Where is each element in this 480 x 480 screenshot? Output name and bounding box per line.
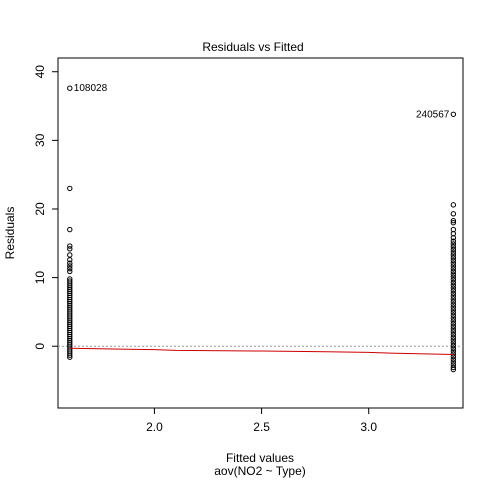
- residual-point: [67, 260, 73, 266]
- residual-point: [450, 351, 457, 357]
- residual-point: [450, 271, 457, 277]
- y-tick-label: 0: [33, 343, 47, 350]
- residual-point: [450, 246, 457, 253]
- residual-point: [450, 356, 457, 362]
- residual-point: [450, 318, 457, 324]
- residual-point: [450, 235, 457, 241]
- residual-point: [67, 226, 73, 233]
- residual-point: [450, 260, 457, 266]
- residual-point: [67, 252, 73, 258]
- y-tick-label: 20: [33, 202, 47, 216]
- residual-point: [450, 265, 457, 272]
- residual-point: [450, 249, 457, 255]
- plot-frame: [57, 57, 464, 409]
- outlier-label: 240567: [416, 109, 450, 120]
- residual-point: [450, 255, 457, 261]
- residual-point: [450, 282, 457, 288]
- residual-point: [450, 312, 457, 319]
- residual-point: [450, 252, 457, 258]
- residual-point: [450, 217, 457, 224]
- residual-point: [67, 243, 73, 249]
- residual-point: [450, 220, 457, 226]
- y-tick-label: 40: [33, 65, 47, 79]
- x-tick-label: 2.0: [146, 420, 163, 434]
- residual-point: [450, 301, 457, 308]
- residual-point: [450, 244, 457, 250]
- y-tick-label: 10: [33, 271, 47, 285]
- residual-point: [450, 263, 457, 269]
- residual-point: [450, 364, 457, 371]
- residual-point: [450, 304, 457, 310]
- residual-point: [450, 366, 457, 373]
- residual-point: [67, 85, 73, 91]
- residual-point: [450, 287, 457, 294]
- residual-point: [450, 342, 457, 349]
- residual-point: [67, 263, 73, 269]
- residual-point: [450, 307, 457, 313]
- outlier-labels: 108028 240567: [74, 83, 450, 120]
- residual-point: [450, 211, 457, 217]
- residual-point: [450, 326, 457, 332]
- residual-point: [450, 274, 457, 280]
- residual-point: [450, 298, 457, 305]
- smoother-line: [69, 347, 454, 355]
- residual-point: [67, 246, 73, 252]
- residual-point: [450, 290, 457, 297]
- residual-point: [450, 331, 457, 338]
- residual-point: [67, 257, 73, 263]
- residual-point: [450, 296, 457, 302]
- residual-point: [450, 285, 457, 291]
- residual-point: [450, 345, 457, 351]
- residual-point: [67, 185, 73, 192]
- residual-point: [450, 111, 457, 117]
- y-axis: 0 10 20 30 40: [33, 65, 59, 350]
- residual-point: [67, 352, 73, 358]
- x-axis-subtitle: aov(NO2 ~ Type): [214, 464, 306, 478]
- residual-point: [450, 241, 457, 247]
- x-tick-label: 2.5: [253, 420, 270, 434]
- residual-point: [450, 340, 457, 346]
- residual-point: [450, 359, 457, 365]
- residual-point: [450, 257, 457, 264]
- residual-point: [67, 354, 73, 360]
- residual-point: [450, 334, 457, 341]
- x-tick-label: 3.0: [360, 420, 377, 434]
- residual-point: [450, 329, 457, 335]
- residual-point: [450, 315, 457, 321]
- residual-point: [450, 348, 457, 354]
- residual-point: [450, 276, 457, 283]
- residual-point: [450, 320, 457, 327]
- residual-point: [450, 323, 457, 330]
- residual-point: [450, 337, 457, 343]
- y-axis-label: Residuals: [3, 207, 17, 260]
- x-axis: 2.0 2.5 3.0: [146, 407, 377, 434]
- outlier-label: 108028: [74, 83, 108, 94]
- chart-title: Residuals vs Fitted: [202, 40, 303, 54]
- residual-points: [67, 85, 457, 373]
- residual-point: [450, 293, 457, 299]
- residual-point: [67, 268, 73, 275]
- residual-point: [450, 279, 457, 286]
- x-axis-label: Fitted values: [226, 451, 294, 465]
- residual-point: [450, 268, 457, 275]
- residual-point: [450, 309, 457, 316]
- residual-point: [67, 265, 73, 272]
- y-tick-label: 30: [33, 133, 47, 147]
- residual-point: [450, 202, 457, 208]
- residual-point: [450, 238, 457, 244]
